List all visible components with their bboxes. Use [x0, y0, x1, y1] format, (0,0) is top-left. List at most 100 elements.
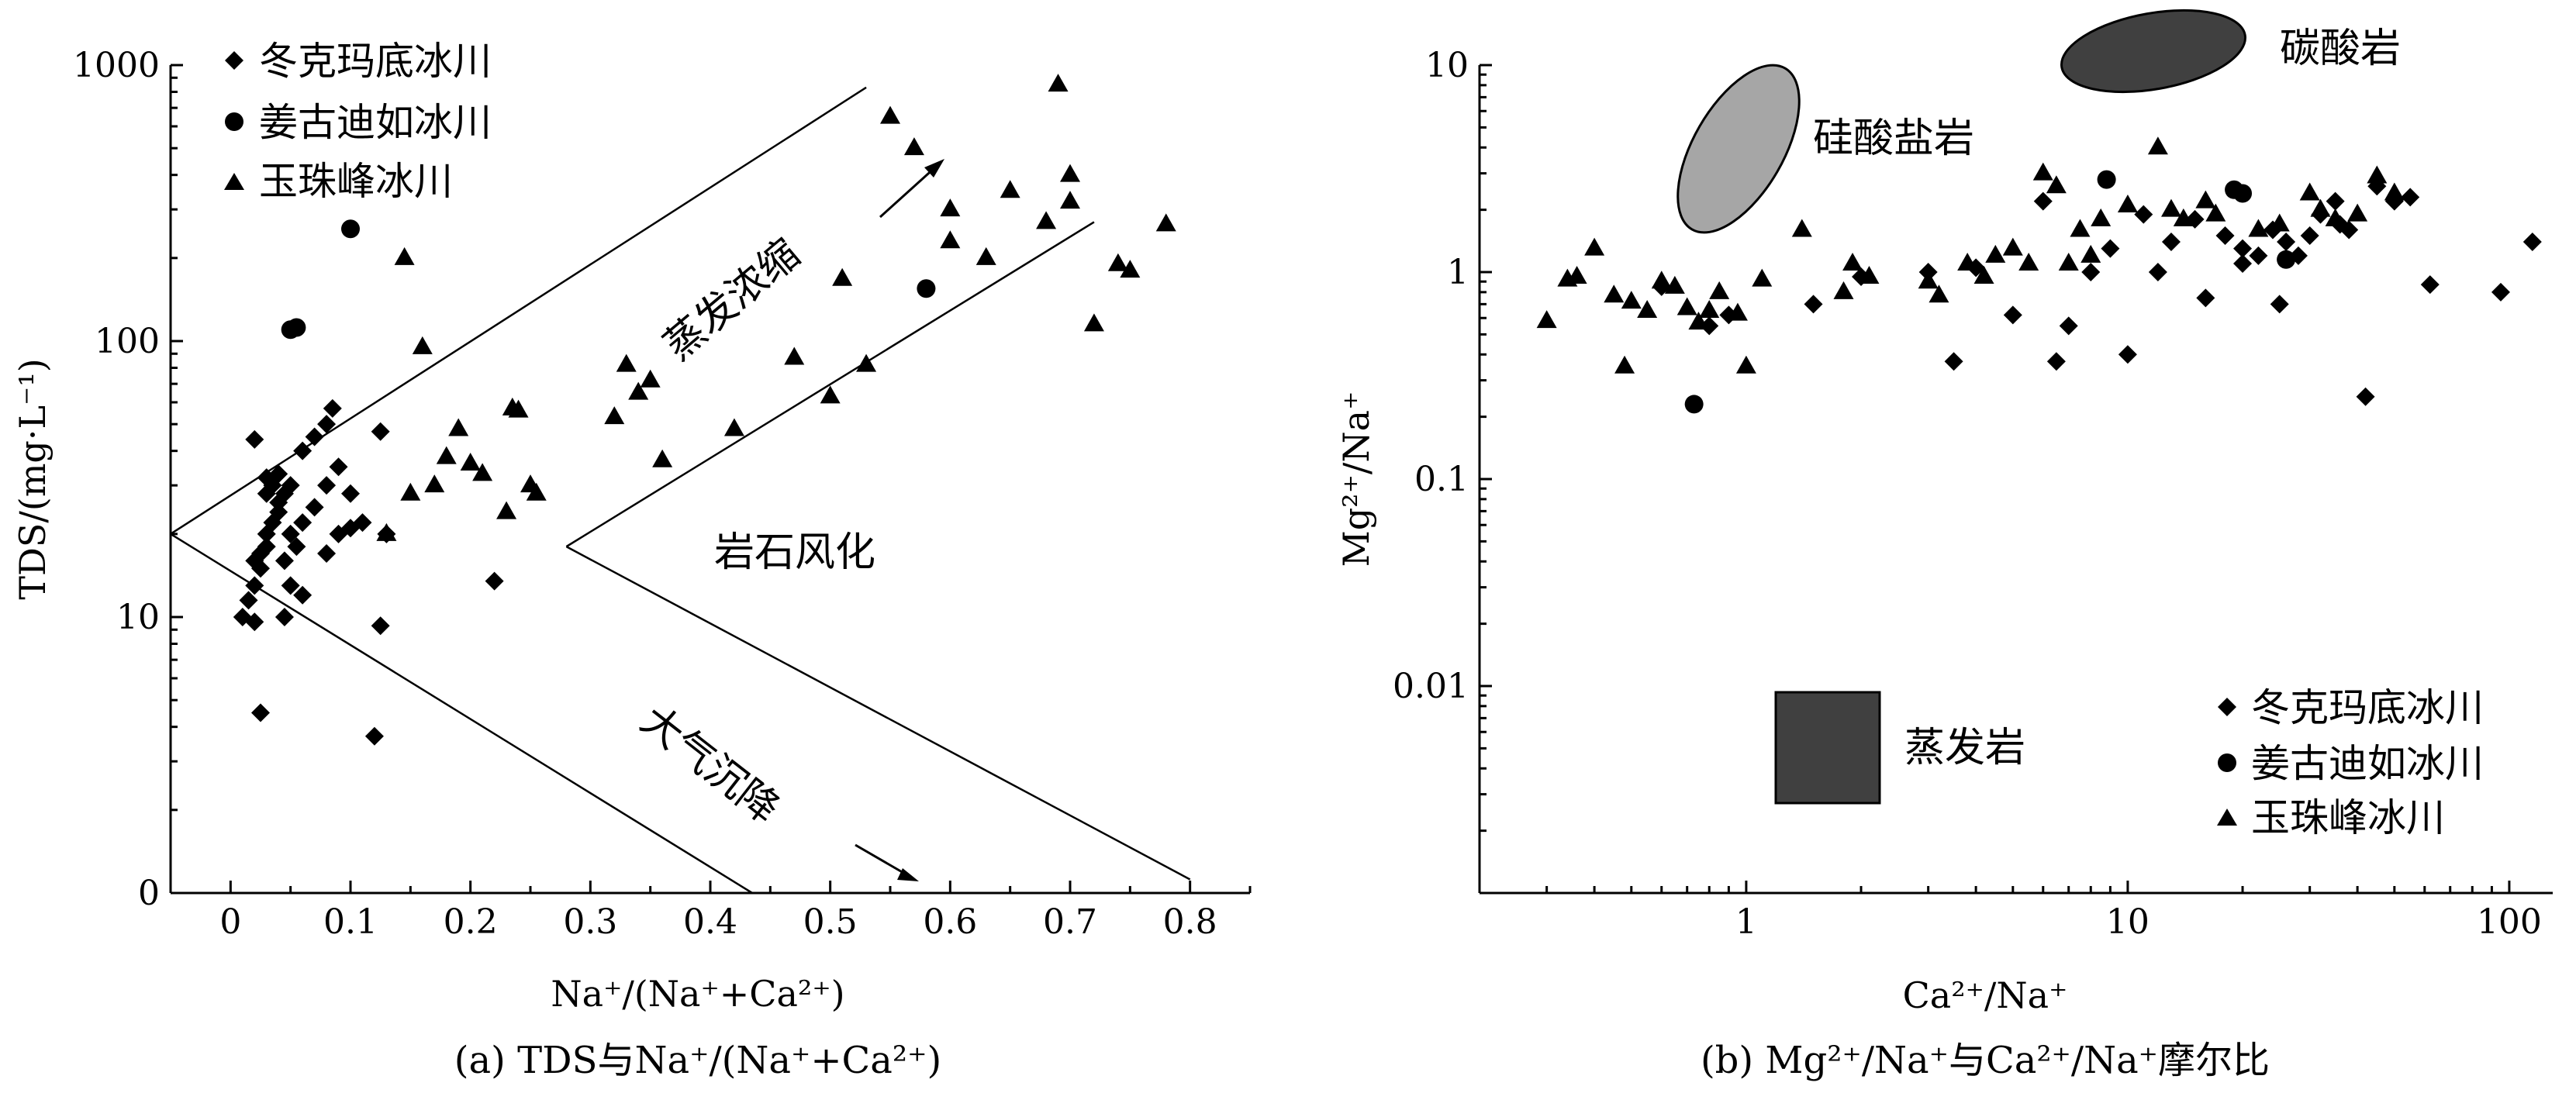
chart-a-point-triangle — [1083, 313, 1104, 332]
chart-b-x-tick-label: 10 — [2106, 902, 2150, 942]
chart-a-boundary-upper-left — [170, 86, 867, 535]
chart-a-point-triangle — [832, 267, 853, 286]
chart-a-point-triangle — [502, 397, 523, 415]
chart-a-point-diamond — [293, 441, 313, 460]
chart-a-point-diamond — [281, 524, 300, 543]
chart-b-y-tick-label: 10 — [1425, 46, 1469, 85]
chart-b-point-triangle — [2070, 219, 2091, 237]
chart-a-point-diamond — [341, 484, 360, 503]
chart-a-x-tick-label: 0.4 — [683, 902, 737, 942]
chart-a-legend-circle-marker — [225, 112, 243, 131]
chart-b-region-carbonate — [2060, 9, 2246, 94]
chart-a-point-triangle — [820, 385, 841, 404]
chart-b-point-triangle — [1859, 265, 1880, 284]
chart-a-point-diamond — [317, 543, 337, 563]
chart-a-point-triangle — [940, 230, 961, 249]
chart-b-point-diamond — [2277, 232, 2296, 251]
chart-a-annotation-rock-weathering: 岩石风化 — [714, 529, 875, 576]
chart-b-point-diamond — [2233, 239, 2253, 258]
chart-b-point-diamond — [2420, 275, 2440, 295]
chart-b-point-diamond — [2233, 253, 2253, 273]
chart-a-y-axis-label: TDS/(mg·L⁻¹) — [12, 358, 54, 599]
chart-a-legend-label: 姜古迪如冰川 — [259, 100, 492, 145]
chart-a-point-triangle — [975, 247, 996, 265]
chart-b-legend-label: 冬克玛底冰川 — [2251, 685, 2484, 730]
chart-a-point-triangle — [1155, 213, 1176, 232]
chart-b-point-triangle — [1727, 302, 1748, 321]
chart-a-point-triangle — [903, 137, 924, 156]
chart-a-point-diamond — [329, 457, 348, 477]
chart-b-region-label-silicate: 硅酸盐岩 — [1813, 116, 1974, 162]
chart-a-point-triangle — [424, 474, 445, 493]
chart-a-x-tick-label: 0.3 — [563, 902, 617, 942]
chart-a-point-diamond — [269, 502, 288, 522]
chart-a-point-triangle — [394, 247, 415, 265]
chart-a-tds-vs-na-ratio: 0 0.1 0.2 0.3 0.4 0.5 0.6 0.7 0.8 0 10 100 1000 蒸发浓… — [12, 39, 1252, 1082]
chart-b-point-circle — [2097, 170, 2116, 189]
chart-b-point-triangle — [1957, 252, 1978, 271]
chart-a-point-triangle — [376, 522, 397, 541]
chart-b-caption: (b) Mg²⁺/Na⁺与Ca²⁺/Na⁺摩尔比 — [1701, 1039, 2270, 1082]
chart-a-x-axis-label: Na⁺/(Na⁺+Ca²⁺) — [551, 973, 844, 1015]
chart-b-point-triangle — [1584, 237, 1605, 256]
chart-a-point-diamond — [371, 422, 390, 441]
chart-a-point-diamond — [245, 576, 264, 595]
chart-b-point-triangle — [1929, 284, 1949, 303]
chart-a-point-triangle — [496, 501, 517, 519]
chart-b-point-triangle — [1536, 310, 1557, 329]
chart-a-arrow-down — [855, 843, 919, 881]
chart-a-legend-triangle-marker — [224, 173, 244, 190]
chart-b-point-diamond — [2249, 246, 2268, 265]
chart-a-legend-label: 玉珠峰冰川 — [259, 159, 453, 204]
chart-a-annotation-precipitation: 大气沉降 — [632, 697, 788, 833]
chart-b-region-label-carbonate: 碳酸岩 — [2280, 26, 2401, 72]
chart-b-point-triangle — [2147, 136, 2168, 155]
chart-b-y-tick-label: 0.1 — [1414, 460, 1469, 499]
chart-a-point-triangle — [628, 381, 649, 400]
chart-b-point-triangle — [2205, 203, 2226, 222]
chart-a-x-tick-label: 0.6 — [923, 902, 977, 942]
chart-a-point-diamond — [293, 585, 313, 605]
chart-a-point-diamond — [317, 415, 337, 434]
chart-a-x-ticks: 0 0.1 0.2 0.3 0.4 0.5 0.6 0.7 0.8 — [169, 881, 1252, 942]
chart-b-legend-diamond-marker — [2218, 698, 2236, 716]
chart-b-point-triangle — [1688, 312, 1709, 330]
chart-a-point-triangle — [1000, 180, 1020, 198]
chart-b-point-diamond — [2326, 191, 2345, 211]
chart-b-point-triangle — [2091, 208, 2112, 226]
chart-b-point-diamond — [2134, 205, 2153, 224]
chart-a-legend-diamond-marker — [225, 51, 243, 70]
chart-a-y-tick-label: 10 — [116, 598, 160, 637]
chart-a-y-tick-label: 1000 — [73, 46, 160, 85]
chart-b-point-diamond — [2101, 239, 2120, 258]
chart-a-x-tick-label: 0.2 — [444, 902, 498, 942]
chart-a-boundary-lower-left — [170, 533, 753, 895]
chart-a-point-triangle — [472, 463, 493, 481]
chart-b-point-diamond — [2046, 352, 2066, 371]
chart-a-point-triangle — [1048, 74, 1069, 92]
chart-b-point-triangle — [2117, 194, 2138, 212]
chart-a-boundary-lower-right — [565, 546, 1191, 881]
chart-b-point-triangle — [2195, 190, 2216, 209]
chart-a-point-triangle — [1060, 164, 1080, 182]
chart-b-point-diamond — [2401, 188, 2420, 207]
chart-a-point-triangle — [604, 406, 625, 425]
chart-b-point-triangle — [1735, 355, 1756, 374]
chart-b-point-triangle — [2173, 208, 2194, 226]
chart-b-legend-item-yuzhufeng: 玉珠峰冰川 — [2217, 795, 2445, 840]
chart-b-point-triangle — [2058, 252, 2079, 271]
chart-b-legend-item-dongkemadi: 冬克玛底冰川 — [2218, 685, 2484, 730]
chart-b-legend-triangle-marker — [2217, 809, 2237, 826]
chart-b-point-triangle — [1752, 268, 1773, 287]
chart-a-point-diamond — [263, 476, 282, 495]
chart-a-point-diamond — [275, 608, 294, 626]
chart-b-point-circle — [2233, 184, 2253, 203]
chart-b-legend-label: 姜古迪如冰川 — [2251, 741, 2484, 786]
chart-b-point-diamond — [2196, 288, 2215, 308]
chart-b-point-diamond — [2300, 226, 2319, 245]
chart-a-point-triangle — [412, 336, 433, 354]
chart-a-point-diamond — [485, 571, 504, 591]
chart-b-region-evaporite — [1774, 691, 1881, 805]
chart-a-point-diamond — [275, 551, 294, 571]
chart-b-x-tick-label: 1 — [1735, 902, 1757, 942]
